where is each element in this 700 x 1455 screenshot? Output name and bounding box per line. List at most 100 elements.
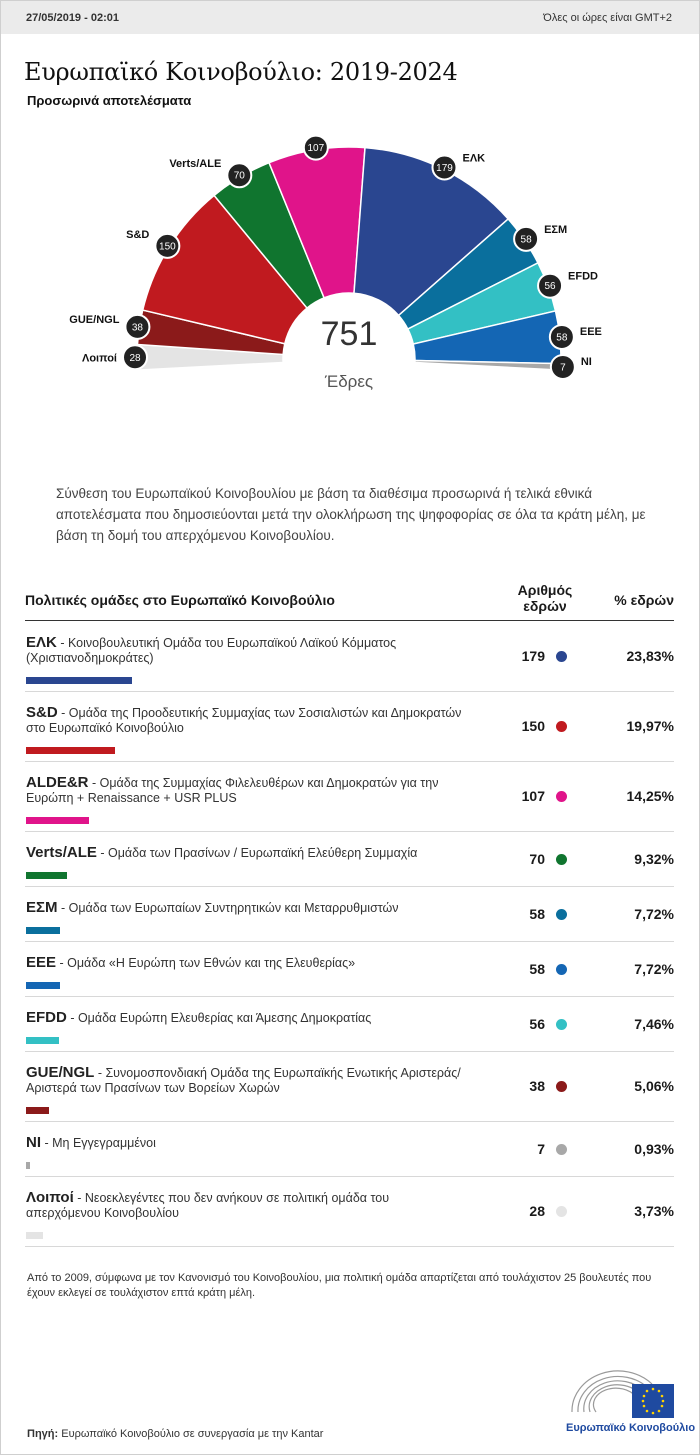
seat-count-label-efdd: 56 xyxy=(544,281,556,292)
group-abbr: ΕΕΕ xyxy=(26,954,57,971)
group-label-λοιποί: Λοιποί xyxy=(82,352,117,364)
group-abbr: Λοιποί xyxy=(26,1189,74,1206)
seat-percentage: 7,46% xyxy=(634,1016,674,1032)
table-row: NI - Μη Εγγεγραμμένοι 7 0,93% xyxy=(25,1121,674,1177)
group-description: EFDD - Ομάδα Ευρώπη Ελευθερίας και Άμεση… xyxy=(26,1010,466,1026)
group-description: S&D - Ομάδα της Προοδευτικής Συμμαχίας τ… xyxy=(26,705,466,736)
page-title: Ευρωπαϊκό Κοινοβούλιο: 2019-2024 xyxy=(24,58,458,86)
seat-count: 150 xyxy=(521,718,545,734)
group-label-gue-ngl: GUE/NGL xyxy=(69,314,119,326)
source-label: Πηγή: xyxy=(27,1428,59,1440)
seat-percentage: 9,32% xyxy=(634,851,674,867)
page-subtitle: Προσωρινά αποτελέσματα xyxy=(27,93,192,108)
timestamp: 27/05/2019 - 02:01 xyxy=(26,12,119,24)
seat-count-label-λοιποί: 28 xyxy=(129,353,141,364)
group-label-verts-ale: Verts/ALE xyxy=(169,158,221,170)
group-abbr: Verts/ALE xyxy=(26,844,97,861)
seat-count: 70 xyxy=(529,851,545,867)
group-description: Verts/ALE - Ομάδα των Πρασίνων / Ευρωπαϊ… xyxy=(26,845,466,861)
seat-count-label-ελκ: 179 xyxy=(436,163,453,174)
table-row: S&D - Ομάδα της Προοδευτικής Συμμαχίας τ… xyxy=(25,691,674,762)
seat-bar-εεε xyxy=(26,982,60,989)
group-abbr: NI xyxy=(26,1134,41,1151)
group-full-name: - Ομάδα της Προοδευτικής Συμμαχίας των Σ… xyxy=(26,706,462,735)
seat-percentage: 0,93% xyxy=(634,1141,674,1157)
group-description: Λοιποί - Νεοεκλεγέντες που δεν ανήκουν σ… xyxy=(26,1190,466,1221)
seat-bar-verts-ale xyxy=(26,872,67,879)
european-parliament-logo xyxy=(571,1370,674,1418)
group-full-name: - Νεοεκλεγέντες που δεν ανήκουν σε πολιτ… xyxy=(26,1191,390,1220)
table-row: Verts/ALE - Ομάδα των Πρασίνων / Ευρωπαϊ… xyxy=(25,831,674,887)
group-color-dot xyxy=(556,1081,567,1092)
seat-count: 58 xyxy=(529,961,545,977)
seat-count-label-ni: 7 xyxy=(560,362,566,373)
hemicycle-segment-s-d xyxy=(141,194,309,345)
seat-count: 107 xyxy=(521,788,545,804)
group-label-s-d: S&D xyxy=(126,229,149,241)
seat-bubble-efdd xyxy=(537,272,564,299)
seat-count: 38 xyxy=(529,1078,545,1094)
seat-percentage: 7,72% xyxy=(634,906,674,922)
table-row: ΕΛΚ - Κοινοβουλευτική Ομάδα του Ευρωπαϊκ… xyxy=(25,621,674,692)
table-row: ΕΕΕ - Ομάδα «Η Ευρώπη των Εθνών και της … xyxy=(25,941,674,997)
group-full-name: - Ομάδα Ευρώπη Ελευθερίας και Άμεσης Δημ… xyxy=(66,1011,372,1025)
seat-count: 58 xyxy=(529,906,545,922)
group-color-dot xyxy=(556,1019,567,1030)
column-pct-header: % εδρών xyxy=(614,592,674,608)
footnote: Από το 2009, σύμφωνα με τον Κανονισμό το… xyxy=(27,1272,652,1299)
group-full-name: - Συνομοσπονδιακή Ομάδα της Ευρωπαϊκής Ε… xyxy=(26,1066,461,1095)
hemicycle-segment-ελκ xyxy=(353,146,510,317)
group-color-dot xyxy=(556,1206,567,1217)
seat-bar-ελκ xyxy=(26,677,132,684)
seat-bar-εσμ xyxy=(26,927,60,934)
seat-bar-efdd xyxy=(26,1037,59,1044)
total-seats-label: Έδρες xyxy=(324,372,373,391)
group-label-εσμ: ΕΣΜ xyxy=(544,224,567,236)
column-seats-header: Αριθμός εδρών xyxy=(517,582,573,614)
source-note: Πηγή: Ευρωπαϊκό Κοινοβούλιο σε συνεργασί… xyxy=(27,1428,323,1440)
seat-count-label-εσμ: 58 xyxy=(521,234,533,245)
seat-bar-alde-r xyxy=(26,817,89,824)
group-label-ελκ: ΕΛΚ xyxy=(462,152,485,164)
logo-text: Ευρωπαϊκό Κοινοβούλιο xyxy=(566,1422,696,1434)
seat-count: 179 xyxy=(521,648,545,664)
total-seats-value: 751 xyxy=(321,315,378,353)
seat-count-label-εεε: 58 xyxy=(556,332,568,343)
timezone-note: Όλες οι ώρες είναι GMT+2 xyxy=(543,12,672,24)
group-full-name: - Ομάδα των Πρασίνων / Ευρωπαϊκή Ελεύθερ… xyxy=(96,846,418,860)
group-abbr: S&D xyxy=(26,704,58,721)
seat-percentage: 19,97% xyxy=(626,718,674,734)
seat-percentage: 14,25% xyxy=(626,788,674,804)
group-description: ALDE&R - Ομάδα της Συμμαχίας Φιλελευθέρω… xyxy=(26,775,466,806)
seat-count-label-verts-ale: 70 xyxy=(234,171,246,182)
seat-bubble-λοιποί xyxy=(122,344,149,371)
table-row: EFDD - Ομάδα Ευρώπη Ελευθερίας και Άμεση… xyxy=(25,996,674,1052)
hemicycle-logo-icon xyxy=(571,1370,653,1413)
group-description: ΕΣΜ - Ομάδα των Ευρωπαίων Συντηρητικών κ… xyxy=(26,900,466,916)
group-label-efdd: EFDD xyxy=(568,271,598,283)
seat-bubble-s-d xyxy=(154,232,181,259)
seat-percentage: 5,06% xyxy=(634,1078,674,1094)
seat-bubble-εσμ xyxy=(513,225,540,252)
chart-description: Σύνθεση του Ευρωπαϊκού Κοινοβουλίου με β… xyxy=(56,486,646,543)
group-full-name: - Ομάδα «Η Ευρώπη των Εθνών και της Ελευ… xyxy=(56,956,356,970)
group-color-dot xyxy=(556,721,567,732)
seat-count: 7 xyxy=(537,1141,545,1157)
seat-bar-gue-ngl xyxy=(26,1107,49,1114)
group-abbr: EFDD xyxy=(26,1009,67,1026)
group-abbr: GUE/NGL xyxy=(26,1064,95,1081)
table-row: ALDE&R - Ομάδα της Συμμαχίας Φιλελευθέρω… xyxy=(25,761,674,832)
group-abbr: ΕΣΜ xyxy=(26,899,58,916)
group-full-name: - Ομάδα της Συμμαχίας Φιλελευθέρων και Δ… xyxy=(26,776,439,805)
source-text: Ευρωπαϊκό Κοινοβούλιο σε συνεργασία με τ… xyxy=(58,1428,324,1440)
table-row: GUE/NGL - Συνομοσπονδιακή Ομάδα της Ευρω… xyxy=(25,1051,674,1122)
hemicycle-chart: 28Λοιποί38GUE/NGL150S&D70Verts/ALE107ALD… xyxy=(69,134,602,391)
group-description: GUE/NGL - Συνομοσπονδιακή Ομάδα της Ευρω… xyxy=(26,1065,466,1096)
group-color-dot xyxy=(556,1144,567,1155)
seat-bubble-alde-r xyxy=(302,134,329,161)
group-description: ΕΕΕ - Ομάδα «Η Ευρώπη των Εθνών και της … xyxy=(26,955,466,971)
group-abbr: ΕΛΚ xyxy=(26,634,57,651)
seat-bubble-gue-ngl xyxy=(124,313,151,340)
seat-bubble-εεε xyxy=(548,323,575,350)
group-description: NI - Μη Εγγεγραμμένοι xyxy=(26,1135,466,1151)
